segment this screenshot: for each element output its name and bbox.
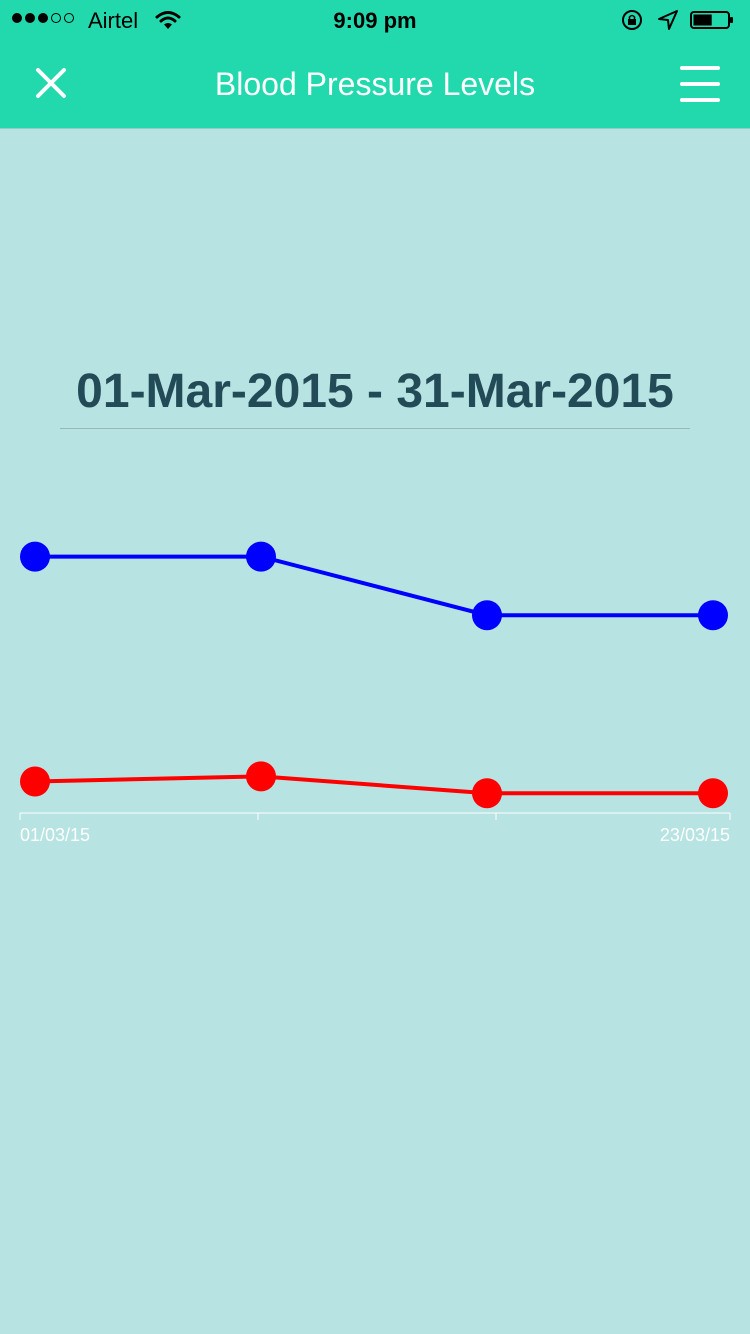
navigation-bar: Blood Pressure Levels <box>0 40 750 129</box>
systolic-data-point <box>472 600 502 631</box>
signal-dot <box>25 13 35 23</box>
diastolic-data-point <box>20 766 50 797</box>
systolic-series-line <box>35 554 713 618</box>
chart-canvas: 01/03/15 23/03/15 <box>19 541 731 845</box>
signal-dot <box>12 13 22 23</box>
rotation-lock-icon <box>621 9 645 36</box>
status-bar: Airtel 9:09 pm <box>0 0 750 40</box>
signal-strength-indicator <box>12 13 74 23</box>
signal-dot <box>38 13 48 23</box>
close-icon <box>36 68 66 98</box>
signal-dot <box>64 13 74 23</box>
battery-icon <box>690 11 734 29</box>
close-button[interactable] <box>22 54 80 112</box>
systolic-data-point <box>246 541 276 572</box>
location-arrow-icon <box>657 9 679 36</box>
signal-dot <box>51 13 61 23</box>
diastolic-data-point <box>472 778 502 809</box>
blood-pressure-chart: 01/03/15 23/03/15 <box>0 520 750 860</box>
page-title: Blood Pressure Levels <box>214 66 536 102</box>
diastolic-series-line <box>34 774 713 796</box>
date-range-selector[interactable]: 01-Mar-2015 - 31-Mar-2015 <box>60 360 690 429</box>
menu-button[interactable] <box>672 56 728 112</box>
hamburger-menu-icon <box>680 66 720 102</box>
systolic-data-point <box>20 541 50 572</box>
status-time: 9:09 pm <box>333 8 417 33</box>
wifi-icon <box>155 9 181 36</box>
x-tick-label: 23/03/15 <box>660 825 730 845</box>
carrier-name: Airtel <box>88 8 139 33</box>
diastolic-data-point <box>698 778 728 809</box>
x-tick-label: 01/03/15 <box>20 825 90 845</box>
diastolic-data-point <box>246 761 276 792</box>
systolic-data-point <box>698 600 728 631</box>
